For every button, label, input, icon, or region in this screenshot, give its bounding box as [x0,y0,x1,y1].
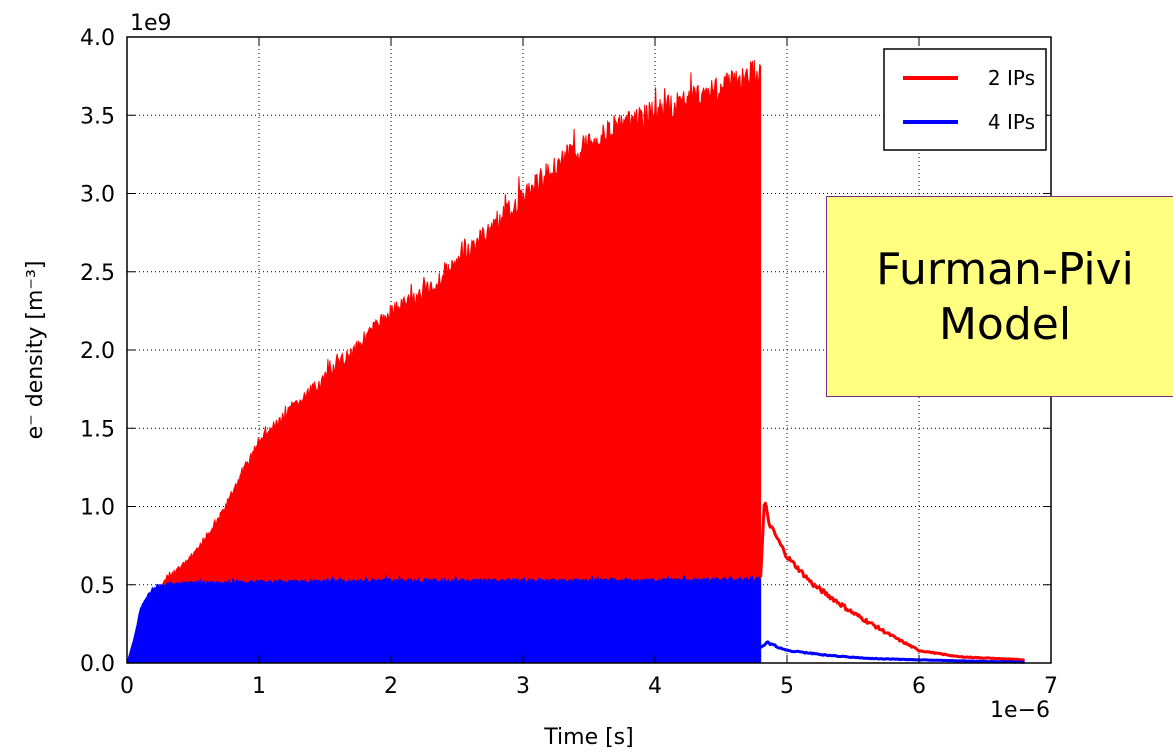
series-band-4ips [127,576,761,663]
y-tick-label: 3.0 [80,183,115,208]
series-decay-2ips [761,503,1025,660]
x-tick-label: 2 [384,674,398,699]
legend-label-4ips: 4 IPs [988,110,1035,134]
y-tick-label: 0.5 [80,574,115,599]
y-tick-label: 4.0 [80,26,115,51]
x-tick-label: 3 [516,674,530,699]
annotation-line-2: Model [876,297,1134,352]
y-tick-label: 3.5 [80,104,115,129]
x-offset-label: 1e−6 [990,698,1050,723]
x-tick-label: 1 [252,674,266,699]
y-tick-label: 1.5 [80,417,115,442]
model-annotation-box: Furman-Pivi Model [826,196,1173,397]
x-tick-label: 6 [912,674,926,699]
x-axis-label: Time [s] [543,725,633,750]
legend: 2 IPs 4 IPs [884,49,1046,150]
x-tick-label: 7 [1044,674,1058,699]
annotation-line-1: Furman-Pivi [876,242,1134,297]
legend-box [884,49,1046,150]
y-tick-label: 2.5 [80,261,115,286]
series-band-2ips [127,60,761,663]
x-tick-label: 4 [648,674,662,699]
y-offset-label: 1e9 [130,11,172,36]
legend-label-2ips: 2 IPs [988,66,1035,90]
x-tick-label: 0 [120,674,134,699]
y-axis-label: e⁻ density [m⁻³] [23,261,48,440]
x-tick-label: 5 [780,674,794,699]
y-tick-label: 1.0 [80,496,115,521]
y-tick-label: 2.0 [80,339,115,364]
y-tick-label: 0.0 [80,652,115,677]
